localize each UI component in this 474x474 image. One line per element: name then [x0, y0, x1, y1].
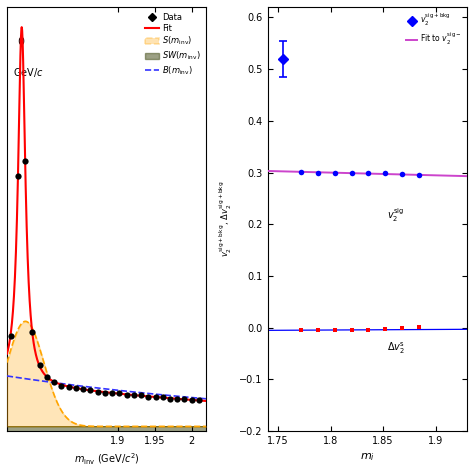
- Y-axis label: $v_2^{\mathrm{sig+bkg}}$, $\Delta v_2^{\mathrm{sig+bkg}}$: $v_2^{\mathrm{sig+bkg}}$, $\Delta v_2^{\…: [218, 181, 234, 257]
- Legend: $v_2^{\mathrm{sig+bkg}}$, Fit to $v_2^{\mathrm{sig-}}$: $v_2^{\mathrm{sig+bkg}}$, Fit to $v_2^{\…: [405, 11, 463, 48]
- X-axis label: $m_{\mathrm{inv}}$ (GeV/$c^2$): $m_{\mathrm{inv}}$ (GeV/$c^2$): [74, 452, 140, 467]
- Text: $\Delta v_2^{\mathrm{s}}$: $\Delta v_2^{\mathrm{s}}$: [387, 340, 405, 356]
- Legend: Data, Fit, $S(m_{\mathrm{inv}})$, $SW(m_{\mathrm{inv}})$, $B(m_{\mathrm{inv}})$: Data, Fit, $S(m_{\mathrm{inv}})$, $SW(m_…: [144, 11, 202, 78]
- Text: 0: 0: [17, 36, 24, 46]
- Text: GeV/$c$: GeV/$c$: [13, 66, 44, 79]
- X-axis label: $m_i$: $m_i$: [360, 452, 375, 464]
- Text: $v_2^{\mathrm{sig}}$: $v_2^{\mathrm{sig}}$: [387, 206, 405, 224]
